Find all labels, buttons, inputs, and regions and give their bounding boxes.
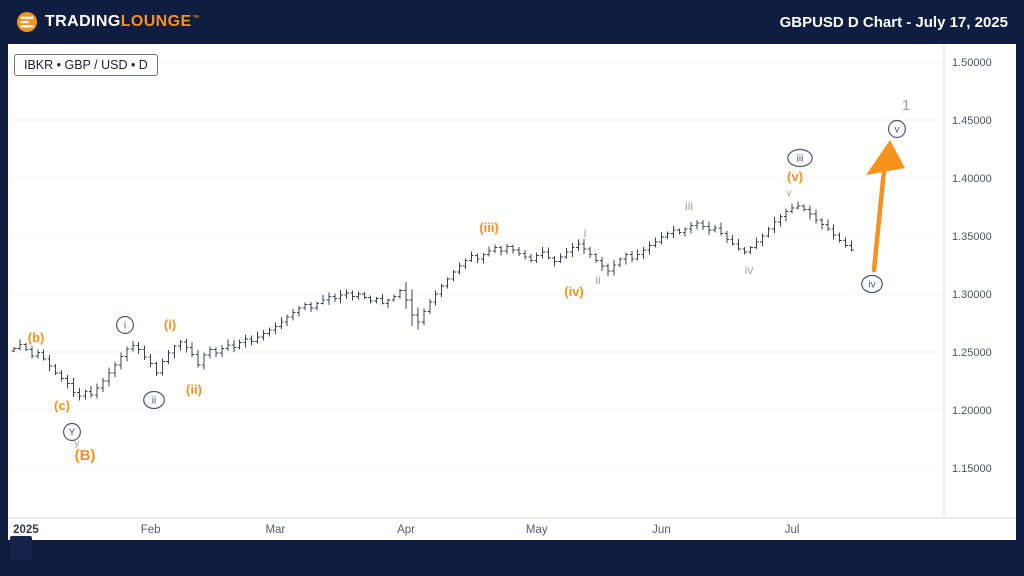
chart-title: GBPUSD D Chart - July 17, 2025 (779, 13, 1008, 31)
ohlc-bars (11, 201, 854, 401)
time-tick-label: Feb (141, 524, 161, 536)
wave-label-circled: i (115, 315, 134, 335)
price-tick-label: 1.30000 (952, 289, 992, 301)
symbol-box[interactable]: IBKR • GBP / USD • D (14, 54, 158, 76)
svg-text:iv: iv (868, 280, 875, 291)
time-tick-label: Jul (785, 524, 800, 536)
time-tick-label: 2025 (13, 524, 39, 536)
brand-name-trading: TRADING (45, 13, 121, 30)
chart-area: IBKR • GBP / USD • D 1.50000 1.45000 1.400… (8, 44, 1016, 540)
price-tick-label: 1.40000 (952, 173, 992, 185)
time-tick-label: Mar (265, 524, 285, 536)
wave-label: (c) (54, 398, 70, 413)
trademark-symbol: ™ (192, 14, 200, 22)
brand-logo: TRADINGLOUNGE™ (16, 11, 200, 33)
header-bar: TRADINGLOUNGE™ GBPUSD D Chart - July 17,… (0, 0, 1024, 44)
price-tick-label: 1.25000 (952, 347, 992, 359)
svg-text:ii: ii (152, 396, 156, 407)
wave-label: i (584, 226, 587, 240)
brand-logo-icon (17, 12, 37, 32)
wave-label: (i) (164, 317, 176, 332)
wave-label: 1 (902, 97, 910, 114)
price-chart[interactable]: 1.50000 1.45000 1.40000 1.35000 1.30000 1.250… (8, 44, 1016, 540)
projection-arrow (866, 140, 905, 273)
svg-text:i: i (124, 321, 126, 332)
price-axis-labels: 1.50000 1.45000 1.40000 1.35000 1.30000 1.250… (952, 57, 992, 475)
svg-text:iii: iii (797, 154, 804, 165)
wave-labels: (b)(c)Yy(B)i (i)ii(ii)(iii) i(iv)iiiiiivv(… (28, 97, 910, 464)
brand-name-lounge: LOUNGE (120, 13, 192, 30)
price-tick-label: 1.50000 (952, 57, 992, 69)
svg-text:v: v (895, 125, 900, 136)
wave-label: (ii) (186, 382, 202, 397)
price-tick-label: 1.45000 (952, 115, 992, 127)
price-tick-label: 1.15000 (952, 463, 992, 475)
wave-label-circled: iii (787, 148, 813, 168)
time-tick-label: May (526, 524, 548, 536)
time-axis-labels: 2025 Feb Mar Apr May Jun Jul (13, 524, 799, 536)
wave-label: iii (685, 199, 693, 213)
axis-lines (8, 44, 1016, 519)
wave-label: y (75, 438, 80, 449)
wave-label-circled: v (887, 119, 906, 139)
wave-label-circled: Y (62, 422, 81, 442)
wave-label: iv (745, 263, 754, 277)
wave-label: (iii) (479, 220, 499, 235)
brand-name: TRADINGLOUNGE™ (45, 13, 200, 31)
price-tick-label: 1.35000 (952, 231, 992, 243)
time-tick-label: Apr (397, 524, 415, 536)
wave-label: (B) (75, 447, 96, 464)
svg-text:Y: Y (69, 428, 76, 439)
wave-label-circled: ii (143, 390, 165, 410)
wave-label: (v) (787, 169, 803, 184)
price-tick-label: 1.20000 (952, 405, 992, 417)
wave-label: v (787, 188, 792, 199)
wave-label: (b) (28, 330, 45, 345)
time-tick-label: Jun (652, 524, 671, 536)
wave-label-circled: iv (861, 274, 883, 294)
wave-label: ii (595, 273, 600, 287)
gridlines (8, 61, 944, 469)
chart-footer-logo-placeholder (10, 536, 32, 560)
wave-label: (iv) (564, 284, 584, 299)
